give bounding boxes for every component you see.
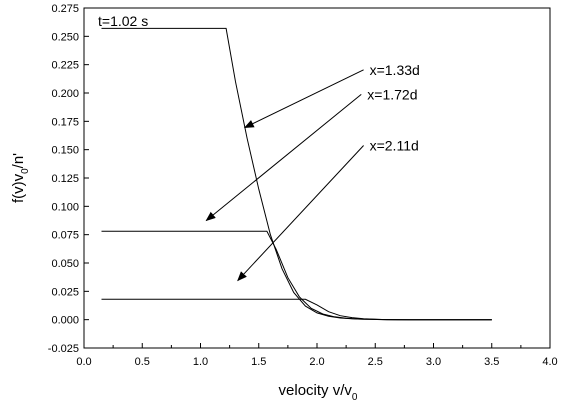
series-label: x=1.72d [367, 86, 417, 102]
x-tick-label: 0.0 [76, 356, 91, 368]
y-tick-label: 0.175 [51, 116, 79, 128]
annotation-arrow [205, 93, 362, 222]
annotation-arrow [243, 69, 364, 129]
y-tick-label: 0.225 [51, 60, 79, 72]
y-tick-label: 0.075 [51, 230, 79, 242]
time-annotation: t=1.02 s [98, 13, 148, 29]
y-tick-label: 0.150 [51, 145, 79, 157]
y-tick-label: 0.200 [51, 88, 79, 100]
series-layer [101, 27, 492, 321]
x-tick-label: 2.0 [309, 356, 324, 368]
series-line-3 [101, 298, 492, 321]
y-axis-label: f(v)v0/n' [10, 153, 31, 203]
x-axis-ticks: 0.0 0.5 1.0 1.5 2.0 2.5 3.0 3.5 4.0 [76, 343, 558, 368]
x-axis-label-main: velocity v/v [279, 382, 353, 399]
x-tick-label: 0.5 [135, 356, 150, 368]
y-tick-label: 0.100 [51, 201, 79, 213]
y-tick-label: 0.050 [51, 258, 79, 270]
x-axis-label-subscript: 0 [352, 392, 358, 403]
y-axis-ticks: -0.025 0.000 0.025 0.050 0.075 0.100 0.125 0.15… [48, 3, 89, 355]
x-tick-label: 2.5 [368, 356, 383, 368]
y-tick-label: 0.000 [51, 315, 79, 327]
x-tick-label: 1.5 [251, 356, 266, 368]
annotation-arrow [237, 145, 364, 282]
y-tick-label: -0.025 [48, 343, 79, 355]
x-tick-label: 4.0 [542, 356, 557, 368]
x-tick-label: 1.0 [193, 356, 208, 368]
x-axis-label: velocity v/v0 [279, 382, 358, 403]
x-tick-label: 3.5 [484, 356, 499, 368]
y-axis-label-suffix: /n' [10, 153, 27, 169]
y-tick-label: 0.125 [51, 173, 79, 185]
y-tick-label: 0.025 [51, 286, 79, 298]
y-axis-label-main: f(v)v [10, 173, 27, 203]
plot-frame [83, 7, 551, 349]
series-label: x=2.11d [370, 137, 419, 153]
series-label: x=1.33d [370, 62, 420, 78]
y-axis-label-subscript: 0 [20, 168, 31, 174]
series-line-2 [101, 230, 492, 321]
arrow-layer: x=1.33d x=1.72d x=2.11d [205, 62, 420, 282]
series-line-1 [101, 27, 492, 321]
y-tick-label: 0.275 [51, 3, 79, 15]
y-tick-label: 0.250 [51, 31, 79, 43]
x-tick-label: 3.0 [426, 356, 441, 368]
